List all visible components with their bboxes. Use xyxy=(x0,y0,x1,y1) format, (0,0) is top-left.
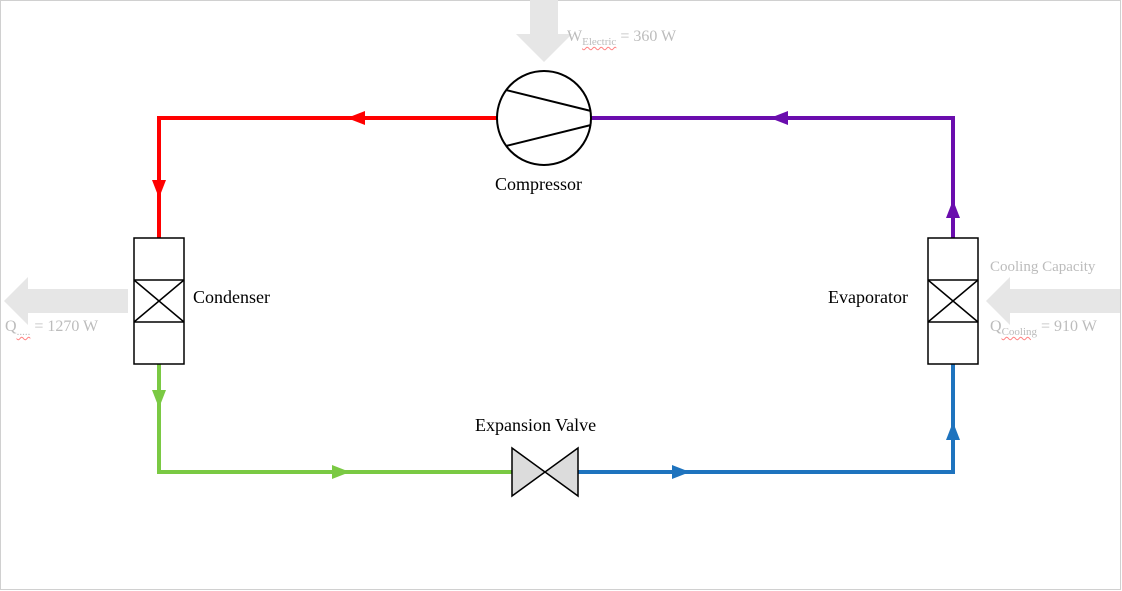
evaporator-label: Evaporator xyxy=(828,287,908,308)
q-output-label: Q..... = 1270 W xyxy=(5,318,98,338)
ghost-arrow xyxy=(516,0,572,62)
expansion-valve-label: Expansion Valve xyxy=(475,415,596,436)
w-electric-label: WElectric = 360 W xyxy=(567,28,676,48)
compressor-icon xyxy=(497,71,591,165)
diagram-svg xyxy=(0,0,1122,591)
expansion-valve-icon xyxy=(512,448,545,496)
cooling-capacity-label: Cooling Capacity xyxy=(990,259,1095,276)
condenser-label: Condenser xyxy=(193,287,270,308)
compressor-label: Compressor xyxy=(495,174,582,195)
q-cooling-label: QCooling = 910 W xyxy=(990,318,1097,338)
